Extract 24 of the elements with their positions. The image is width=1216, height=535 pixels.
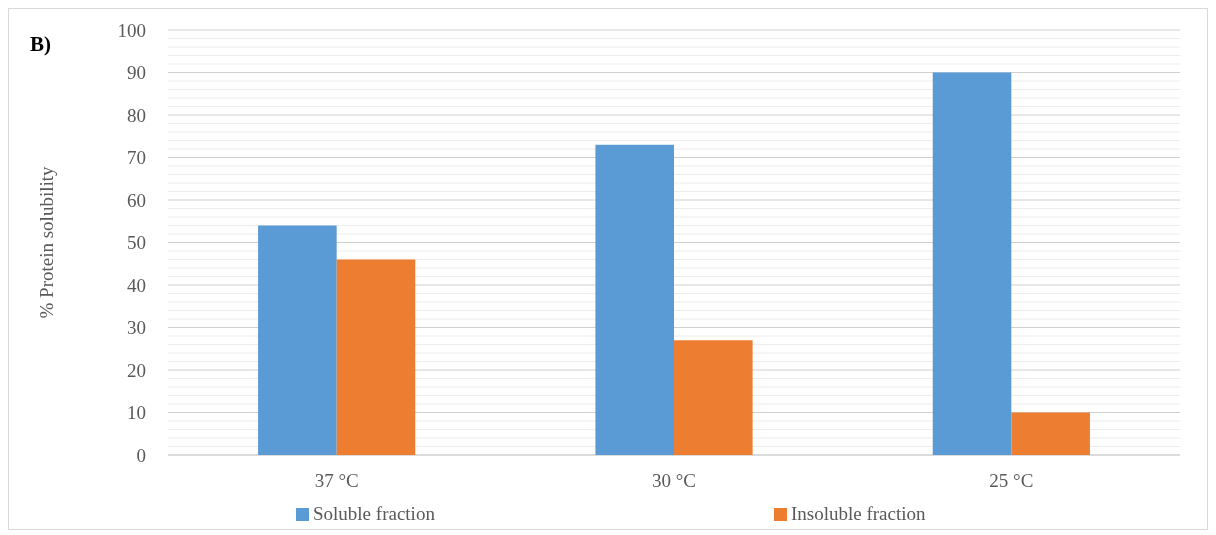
bar <box>932 72 1012 455</box>
y-tick-label: 100 <box>117 19 146 41</box>
legend-label: Soluble fraction <box>313 503 436 524</box>
bar <box>595 144 674 455</box>
y-tick-label: 10 <box>127 402 146 424</box>
bar <box>1011 412 1090 455</box>
legend-label: Insoluble fraction <box>791 503 927 524</box>
y-tick-label: 20 <box>127 359 146 381</box>
x-tick-label: 37 °C <box>314 470 359 491</box>
y-tick-label: 90 <box>127 62 146 84</box>
x-tick-label: 30 °C <box>651 470 697 491</box>
chart-title: B) <box>30 32 52 56</box>
y-axis-title: % Protein solubility <box>36 166 57 319</box>
bar <box>336 259 416 455</box>
y-tick-label: 50 <box>127 232 146 254</box>
y-tick-label: 60 <box>127 189 146 211</box>
x-tick-label: 25 °C <box>989 470 1034 491</box>
y-tick-label: 80 <box>127 104 146 126</box>
y-tick-label: 30 <box>127 317 146 339</box>
y-tick-label: 40 <box>127 274 146 296</box>
y-tick-label: 70 <box>127 147 146 169</box>
bar <box>258 225 337 455</box>
y-tick-label: 0 <box>136 444 146 466</box>
bar <box>674 340 753 455</box>
